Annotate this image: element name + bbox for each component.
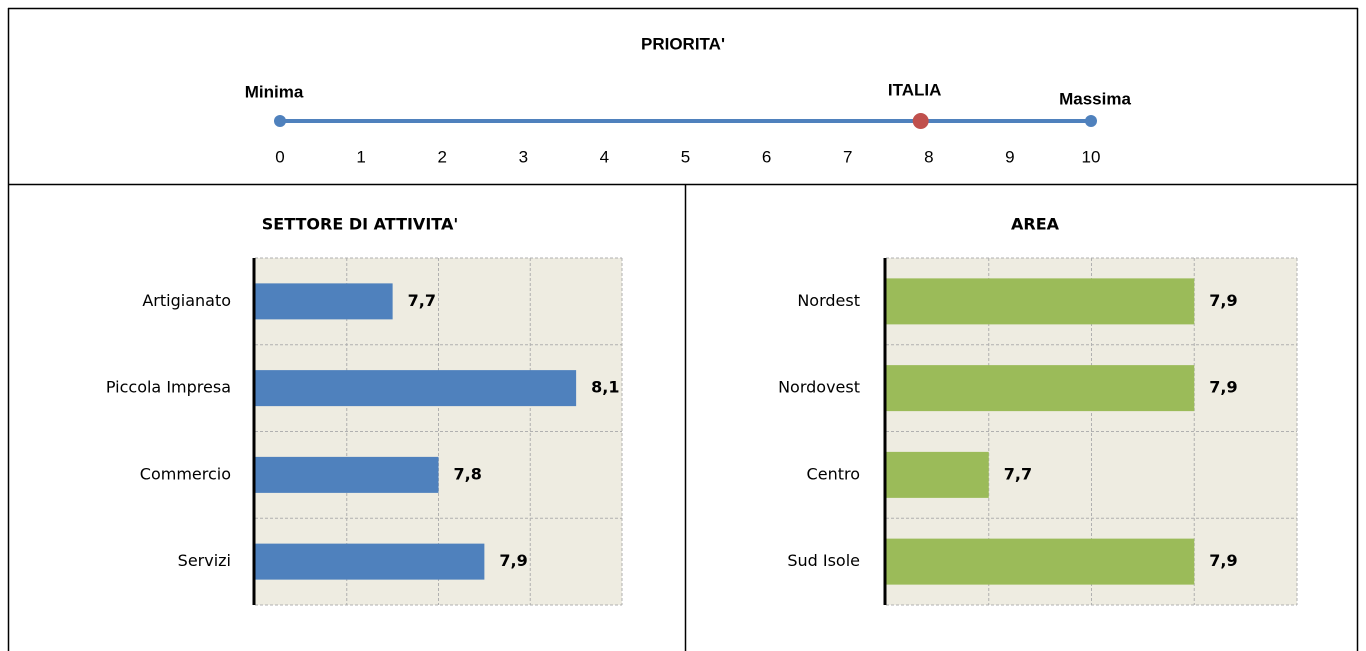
min-label: Minima: [245, 82, 304, 101]
x-tick-label: 1: [356, 147, 365, 166]
frame: [7, 7, 1359, 651]
x-tick-label: 7: [843, 147, 852, 166]
value-label: 7,9: [1209, 291, 1237, 310]
category-label: Nordest: [797, 291, 860, 310]
bar: [255, 283, 393, 320]
x-tick-label: 5: [681, 147, 690, 166]
x-tick-label: 2: [437, 147, 446, 166]
x-tick-label: 0: [275, 147, 284, 166]
scale-end: [1085, 115, 1097, 127]
bar: [886, 538, 1195, 585]
x-tick-label: 6: [762, 147, 771, 166]
x-tick-label: 10: [1082, 147, 1101, 166]
value-label: 7,9: [1209, 551, 1237, 570]
chart-title: AREA: [1011, 215, 1060, 234]
bar: [886, 365, 1195, 412]
category-label: Sud Isole: [787, 551, 860, 570]
x-tick-label: 9: [1005, 147, 1014, 166]
x-tick-label: 4: [600, 147, 609, 166]
value-label: 7,8: [454, 464, 482, 483]
bar: [886, 451, 989, 498]
category-label: Commercio: [140, 464, 231, 483]
x-tick-label: 3: [519, 147, 528, 166]
scale-end: [274, 115, 286, 127]
point: [912, 113, 929, 129]
bar: [255, 543, 485, 580]
value-label: 8,1: [591, 378, 619, 397]
category-label: Servizi: [178, 551, 231, 570]
bar: [255, 456, 439, 493]
category-label: Artigianato: [142, 291, 231, 310]
point-label: ITALIA: [888, 80, 942, 99]
bar-chart: AREA Nordest 7,9 Nordovest 7,9 Centro 7,7 Sud I…: [778, 215, 1298, 606]
chart-title: SETTORE DI ATTIVITA': [262, 215, 458, 234]
value-label: 7,7: [1004, 464, 1032, 483]
chart-title: PRIORITA': [641, 34, 725, 53]
category-label: Nordovest: [778, 378, 860, 397]
x-tick-label: 8: [924, 147, 933, 166]
bar-chart: SETTORE DI ATTIVITA' Artigianato 7,7 Piccol…: [106, 215, 623, 606]
max-label: Massima: [1059, 89, 1131, 108]
value-label: 7,9: [1209, 378, 1237, 397]
category-label: Centro: [807, 464, 860, 483]
value-label: 7,9: [499, 551, 527, 570]
bar: [886, 278, 1195, 325]
bar: [255, 370, 577, 407]
category-label: Piccola Impresa: [106, 378, 231, 397]
value-label: 7,7: [408, 291, 436, 310]
scale-chart: PRIORITA' Minima Massima 0 1 2 3 4 5 6 7 8 9 10 ITALIA: [245, 34, 1132, 166]
